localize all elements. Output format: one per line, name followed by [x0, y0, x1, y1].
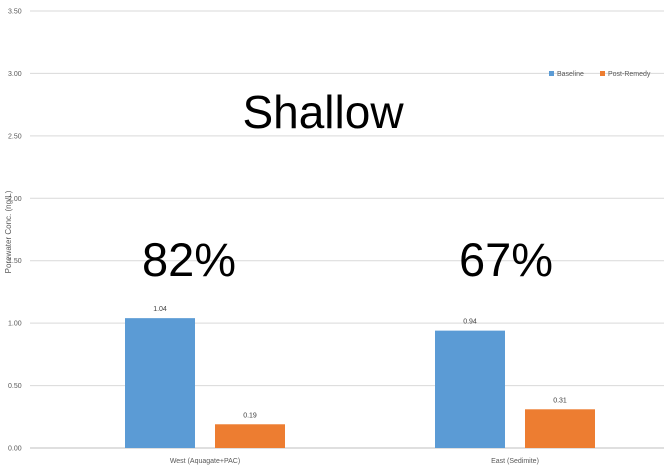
legend: Baseline Post-Remedy	[549, 71, 651, 78]
y-tick-label: 1.50	[8, 258, 22, 265]
y-tick-label: 0.50	[8, 383, 22, 390]
legend-swatch-post-remedy	[600, 71, 605, 76]
legend-label-baseline: Baseline	[557, 71, 584, 78]
y-tick-label: 2.50	[8, 133, 22, 140]
x-category-label: East (Sedimite)	[491, 458, 539, 465]
bar-baseline	[125, 318, 195, 448]
y-axis-ticks: 0.00 0.50 1.00 1.50 2.00 2.50 3.00 3.50	[8, 9, 22, 453]
y-axis-title: Porewater Conc. (ng/L)	[4, 190, 13, 273]
x-category-label: West (Aquagate+PAC)	[170, 458, 240, 465]
legend-label-post-remedy: Post-Remedy	[608, 71, 651, 78]
data-label-post-remedy: 0.31	[553, 397, 567, 404]
y-tick-label: 3.00	[8, 71, 22, 78]
bar-post-remedy	[525, 409, 595, 448]
percent-annotation-west: 82%	[142, 233, 236, 286]
y-tick-label: 2.00	[8, 196, 22, 203]
data-label-baseline: 0.94	[463, 319, 477, 326]
data-label-post-remedy: 0.19	[243, 412, 257, 419]
data-label-baseline: 1.04	[153, 306, 167, 313]
bars	[125, 318, 595, 448]
x-axis-categories: West (Aquagate+PAC) East (Sedimite)	[170, 458, 539, 465]
y-tick-label: 3.50	[8, 9, 22, 16]
title-overlay-shallow: Shallow	[242, 86, 404, 138]
bar-post-remedy	[215, 424, 285, 448]
data-labels: 1.04 0.19 0.94 0.31	[153, 306, 567, 419]
percent-annotation-east: 67%	[459, 233, 553, 286]
y-tick-label: 1.00	[8, 321, 22, 328]
bar-baseline	[435, 330, 505, 448]
legend-swatch-baseline	[549, 71, 554, 76]
y-tick-label: 0.00	[8, 446, 22, 453]
